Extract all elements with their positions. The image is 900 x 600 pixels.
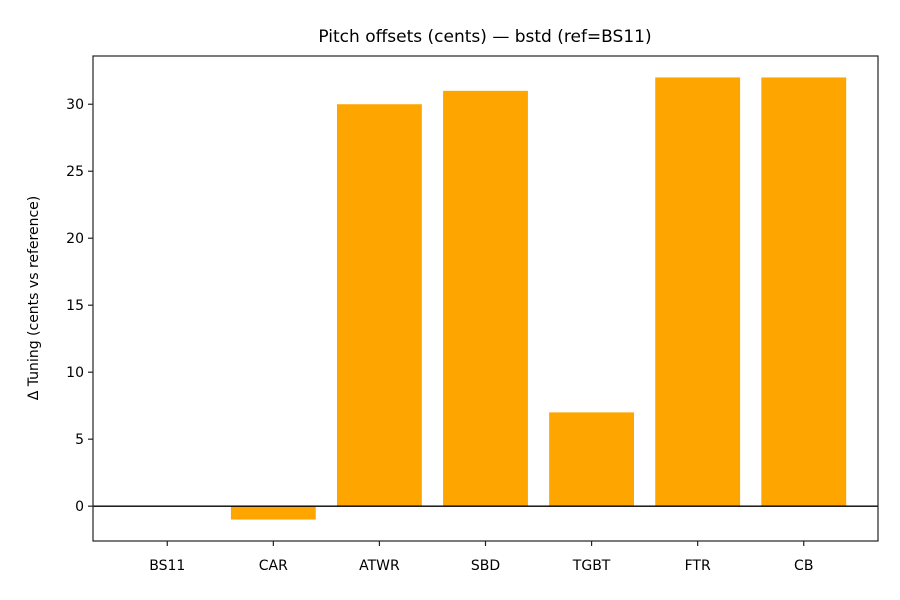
bar-cb (761, 77, 847, 507)
x-tick-label: CB (794, 558, 813, 574)
x-tick-label: CAR (259, 558, 288, 574)
bar-sbd (443, 90, 528, 507)
y-axis-label: Δ Tuning (cents vs reference) (26, 196, 42, 401)
y-tick-label: 10 (66, 365, 84, 381)
bar-ftr (655, 77, 741, 507)
x-tick-label: BS11 (149, 558, 185, 574)
y-tick-label: 25 (66, 164, 84, 180)
bar-tgbt (549, 412, 635, 507)
x-tick-label: TGBT (572, 558, 611, 574)
bar-atwr (336, 104, 422, 507)
bars-group (230, 77, 847, 520)
y-tick-label: 15 (66, 298, 84, 314)
x-tick-label: FTR (685, 558, 711, 574)
y-tick-label: 20 (66, 231, 84, 247)
x-axis: BS11 CAR ATWR SBD TGBT FTR CB (149, 541, 813, 574)
x-tick-label: SBD (471, 558, 500, 574)
y-tick-label: 0 (75, 499, 84, 515)
chart-title: Pitch offsets (cents) — bstd (ref=BS11) (318, 27, 651, 47)
bar-car (230, 506, 316, 520)
y-tick-label: 5 (75, 432, 84, 448)
x-tick-label: ATWR (359, 558, 400, 574)
y-tick-label: 30 (66, 97, 84, 113)
y-axis: 0 5 10 15 20 25 30 (66, 97, 93, 515)
